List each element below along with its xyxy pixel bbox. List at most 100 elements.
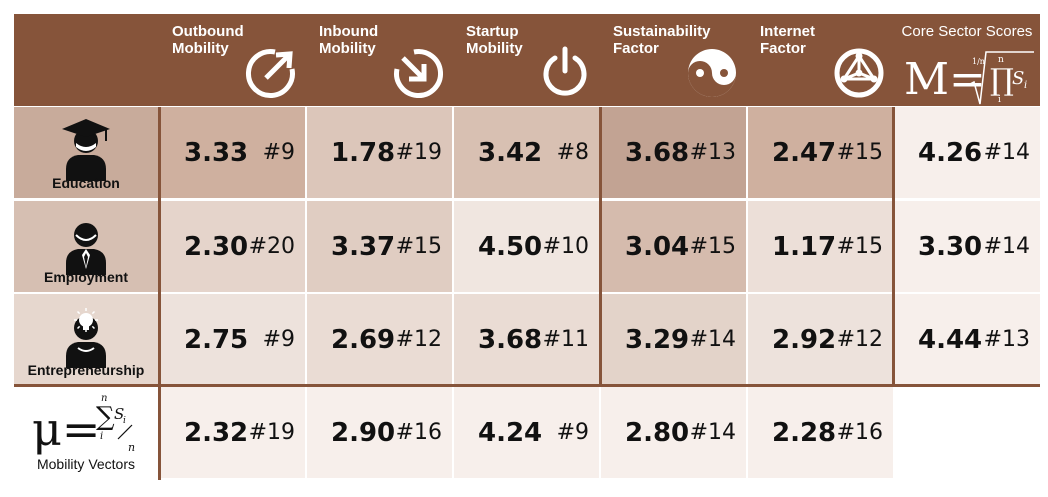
score-rank: #14 [983, 234, 1030, 259]
column-title: Inbound Mobility [319, 23, 378, 57]
score-cell: 2.30 #20 [160, 201, 305, 292]
row-label-employment: Employment [14, 201, 158, 292]
formula-denominator: n [128, 441, 135, 454]
column-title-line2: Mobility [319, 40, 376, 57]
score-cell: 2.69 #12 [307, 294, 452, 385]
score-rank: #15 [689, 234, 736, 259]
mobility-vector-cell: 2.80 #14 [601, 387, 746, 478]
divider [892, 107, 895, 387]
mobility-vector-cell: 2.32 #19 [160, 387, 305, 478]
divider [158, 107, 161, 480]
row-label-text: Mobility Vectors [36, 456, 136, 472]
column-title: Outbound Mobility [172, 23, 244, 57]
score-value: 2.30 [184, 231, 249, 262]
core-score-cell: 3.30 #14 [894, 201, 1040, 292]
score-value: 4.26 [918, 137, 983, 168]
column-title-line1: Startup [466, 23, 519, 40]
graduate-person-icon [62, 119, 110, 181]
score-value: 3.30 [918, 231, 983, 262]
divider [14, 384, 1040, 387]
score-value: 1.17 [772, 231, 837, 262]
formula-sum: ∑ [96, 402, 115, 432]
score-rank: #15 [836, 140, 883, 165]
network-globe-icon [834, 48, 884, 98]
score-value: 3.68 [625, 137, 690, 168]
score-rank: #14 [983, 140, 1030, 165]
score-cell: 2.75 #9 [160, 294, 305, 385]
score-value: 4.44 [918, 324, 983, 355]
score-value: 2.75 [184, 324, 249, 355]
row-label-entrepreneurship: Entrepreneurship [14, 294, 158, 385]
score-cell: 2.92 #12 [748, 294, 893, 385]
column-header-4: Sustainability Factor [601, 14, 746, 106]
formula-product-sub: i [998, 95, 1001, 105]
row-label-text: Education [52, 175, 120, 191]
outbound-arrow-icon [245, 49, 295, 99]
formula-root-index: 1/n [972, 57, 985, 66]
mobility-vector-cell: 2.28 #16 [748, 387, 893, 478]
score-rank: #16 [836, 420, 883, 445]
column-title-line2: Factor [613, 40, 659, 57]
score-rank: #12 [395, 327, 442, 352]
row-label-text: Entrepreneurship [27, 362, 145, 378]
formula-term: S [1012, 68, 1024, 89]
formula-term-sub: i [123, 416, 126, 426]
score-rank: #13 [983, 327, 1030, 352]
score-rank: #15 [836, 234, 883, 259]
score-rank: #11 [542, 327, 589, 352]
score-rank: #16 [395, 420, 442, 445]
score-value: 2.80 [625, 417, 690, 448]
score-rank: #12 [836, 327, 883, 352]
score-cell: 3.33 #9 [160, 107, 305, 198]
score-rank: #14 [689, 420, 736, 445]
score-cell: 3.37 #15 [307, 201, 452, 292]
score-value: 3.04 [625, 231, 690, 262]
score-rank: #19 [248, 420, 295, 445]
formula-sum-sup: n [101, 393, 107, 404]
score-cell: 3.04 #15 [601, 201, 746, 292]
score-value: 4.50 [478, 231, 543, 262]
score-rank: #13 [689, 140, 736, 165]
formula-product-sup: n [998, 55, 1004, 65]
score-value: 3.42 [478, 137, 543, 168]
inbound-arrow-icon [394, 49, 444, 99]
table-header: Outbound Mobility Inbound Mobility Startup Mo… [14, 14, 1040, 106]
score-value: 3.33 [184, 137, 249, 168]
score-cell: 3.68 #13 [601, 107, 746, 198]
score-value: 2.90 [331, 417, 396, 448]
score-value: 4.24 [478, 417, 543, 448]
column-title: Sustainability Factor [613, 23, 711, 57]
score-value: 2.92 [772, 324, 837, 355]
score-cell: 3.42 #8 [454, 107, 599, 198]
formula-product: ∏ [990, 63, 1014, 98]
column-header-2: Inbound Mobility [307, 14, 452, 106]
score-rank: #9 [556, 420, 589, 445]
core-score-cell: 4.44 #13 [894, 294, 1040, 385]
column-title-line1: Outbound [172, 23, 244, 40]
score-value: 3.68 [478, 324, 543, 355]
core-sector-title: Core Sector Scores [901, 23, 1033, 40]
column-title-line2: Factor [760, 40, 806, 57]
score-value: 3.37 [331, 231, 396, 262]
column-title: Internet Factor [760, 23, 815, 57]
column-title-line2: Mobility [466, 40, 523, 57]
column-title-line2: Mobility [172, 40, 229, 57]
column-header-1: Outbound Mobility [160, 14, 305, 106]
formula-lhs: M= [904, 54, 986, 105]
score-rank: #10 [542, 234, 589, 259]
score-cell: 2.47 #15 [748, 107, 893, 198]
core-score-formula: M=1/n n∏iS i [904, 51, 1034, 105]
formula-sum-sub: i [100, 431, 103, 442]
mobility-vector-cell: 2.90 #16 [307, 387, 452, 478]
score-rank: #9 [262, 327, 295, 352]
column-title-line1: Inbound [319, 23, 379, 40]
divider [599, 107, 602, 387]
row-label-text: Employment [43, 269, 128, 285]
score-value: 2.32 [184, 417, 249, 448]
mobility-vector-cell: 4.24 #9 [454, 387, 599, 478]
yin-yang-icon [688, 49, 736, 97]
core-score-cell: 4.26 #14 [894, 107, 1040, 198]
entrepreneur-person-icon [66, 308, 106, 368]
